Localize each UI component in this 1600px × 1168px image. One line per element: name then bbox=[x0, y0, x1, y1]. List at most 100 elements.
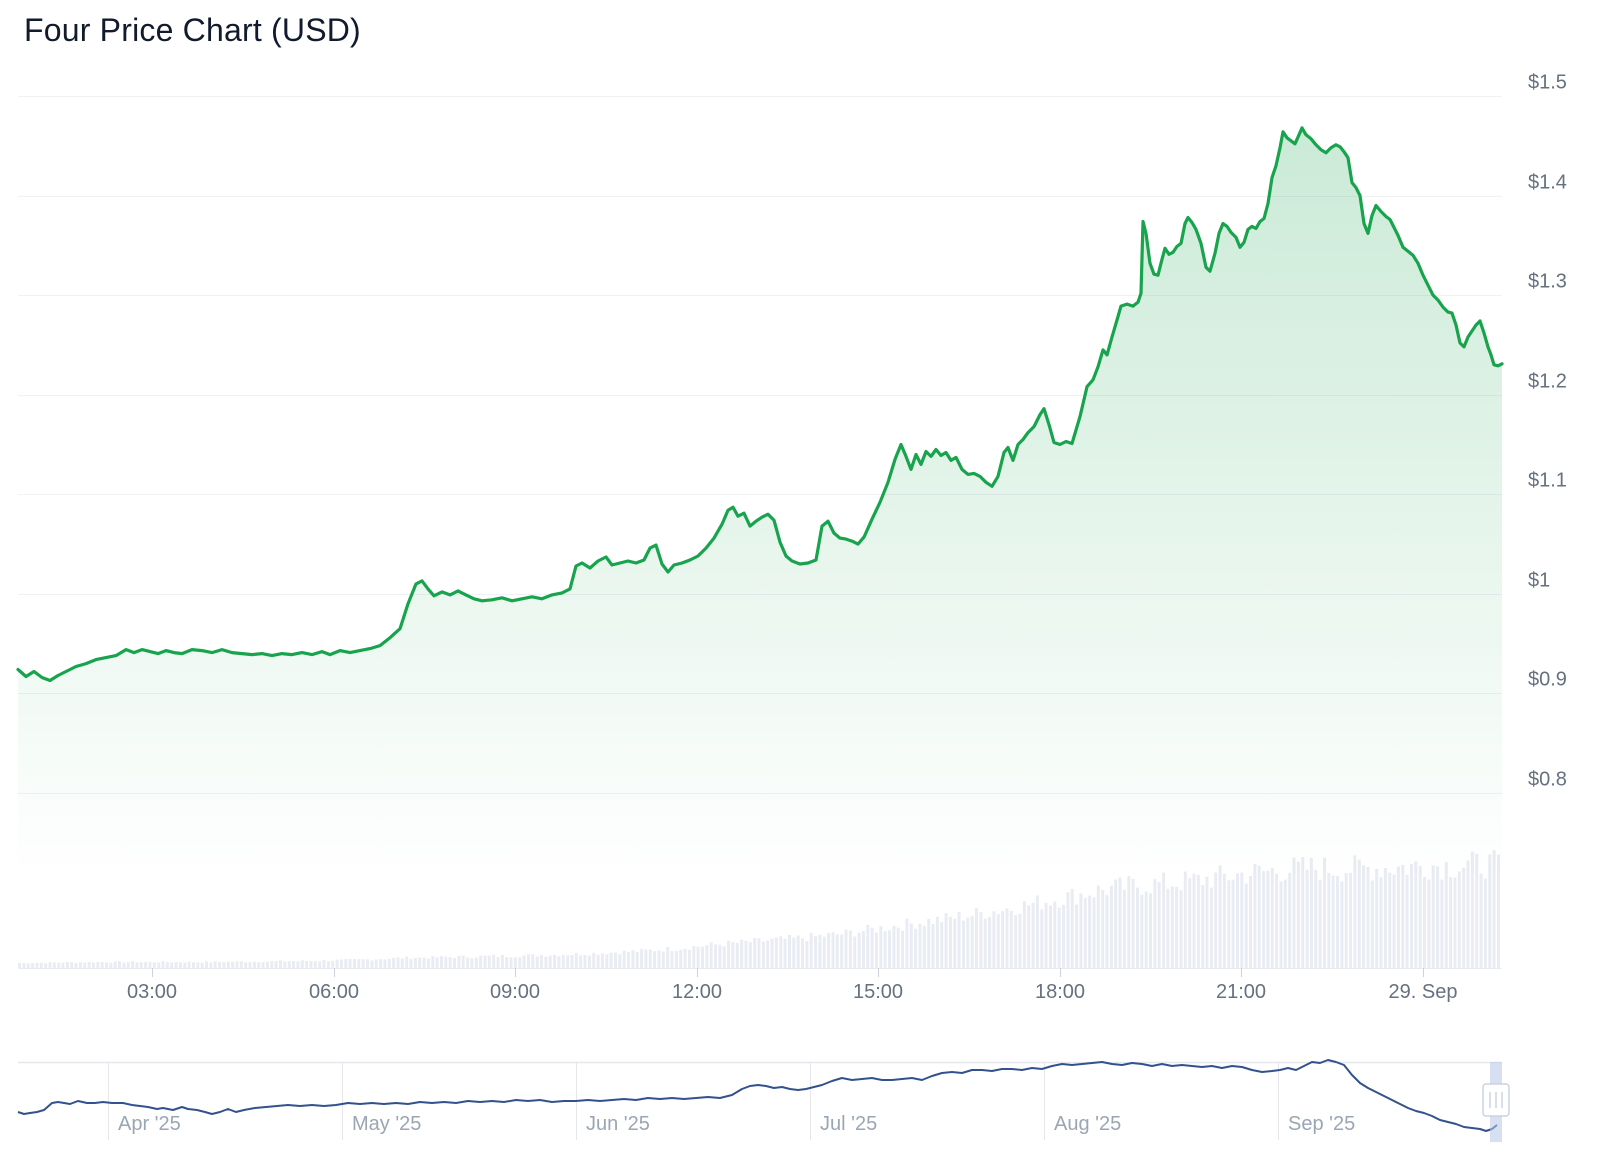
volume-bar bbox=[957, 912, 961, 968]
volume-bar bbox=[74, 963, 78, 968]
volume-bar bbox=[853, 936, 857, 968]
volume-bar bbox=[522, 955, 526, 968]
volume-bar bbox=[165, 962, 169, 968]
y-axis-label: $1.4 bbox=[1528, 172, 1567, 194]
volume-bar bbox=[479, 955, 483, 968]
volume-bar bbox=[109, 962, 113, 968]
volume-bar bbox=[896, 927, 900, 968]
volume-bar bbox=[1492, 850, 1496, 968]
volume-bar bbox=[709, 942, 713, 968]
volume-bar bbox=[962, 920, 965, 968]
volume-bar bbox=[244, 962, 248, 968]
volume-bar bbox=[357, 959, 361, 968]
volume-bar bbox=[131, 961, 135, 968]
volume-bar bbox=[766, 940, 770, 968]
volume-bar bbox=[644, 949, 648, 968]
volume-bar bbox=[566, 955, 570, 968]
volume-bar bbox=[844, 929, 848, 968]
volume-bar bbox=[396, 957, 400, 968]
y-axis-label: $1.5 bbox=[1528, 72, 1567, 94]
volume-bar bbox=[1136, 887, 1139, 968]
volume-bar bbox=[953, 918, 957, 968]
volume-bar bbox=[1157, 882, 1161, 968]
volume-bar bbox=[135, 962, 139, 968]
volume-bar bbox=[948, 916, 952, 968]
volume-bar bbox=[1323, 857, 1326, 968]
volume-bar bbox=[561, 955, 565, 968]
volume-bar bbox=[1001, 911, 1005, 968]
volume-bar bbox=[418, 957, 422, 968]
volume-bar bbox=[1466, 860, 1470, 968]
volume-bar bbox=[809, 932, 813, 968]
plot-hover-area[interactable] bbox=[18, 60, 1502, 968]
volume-bar bbox=[1457, 871, 1461, 968]
volume-bar bbox=[692, 946, 696, 968]
volume-bar bbox=[1105, 895, 1109, 968]
volume-bar bbox=[1214, 872, 1218, 968]
volume-bar bbox=[1488, 854, 1492, 968]
volume-bar bbox=[1131, 878, 1135, 968]
volume-bar bbox=[696, 946, 700, 968]
navigator-line[interactable] bbox=[17, 1059, 1498, 1132]
volume-bar bbox=[126, 962, 130, 968]
volume-bar bbox=[70, 962, 74, 968]
volume-bar bbox=[231, 961, 235, 968]
x-axis-label: 15:00 bbox=[853, 981, 903, 1003]
navigator-month-label: Jul '25 bbox=[820, 1113, 877, 1135]
volume-bar bbox=[78, 962, 82, 968]
volume-bar bbox=[161, 961, 165, 968]
volume-bar bbox=[1427, 879, 1431, 968]
volume-bar bbox=[1222, 873, 1226, 968]
volume-bar bbox=[248, 962, 252, 968]
navigator-month-label: Jun '25 bbox=[586, 1113, 650, 1135]
volume-bar bbox=[139, 962, 143, 968]
volume-bar bbox=[931, 924, 935, 968]
volume-bar bbox=[1262, 871, 1266, 968]
volume-bar bbox=[783, 938, 787, 968]
volume-bar bbox=[335, 959, 339, 968]
volume-bar bbox=[1470, 851, 1474, 968]
volume-bar bbox=[1122, 889, 1126, 968]
volume-bar bbox=[1388, 872, 1392, 968]
navigator[interactable]: Apr '25 May '25 Jun '25 Jul '25 Aug '25 Sep '… bbox=[17, 1059, 1510, 1142]
volume-bar bbox=[1249, 876, 1252, 968]
volume-bar bbox=[840, 934, 844, 968]
volume-bar bbox=[979, 912, 983, 968]
volume-bar bbox=[1479, 873, 1483, 968]
volume-bar bbox=[409, 959, 413, 968]
volume-bar bbox=[1236, 873, 1239, 968]
volume-bar bbox=[1014, 915, 1018, 968]
x-axis-label: 06:00 bbox=[309, 981, 359, 1003]
volume-bar bbox=[814, 936, 818, 968]
volume-bar bbox=[1253, 864, 1257, 968]
x-axis-label: 21:00 bbox=[1216, 981, 1266, 1003]
volume-bar bbox=[870, 927, 874, 968]
volume-bar bbox=[831, 932, 835, 968]
volume-bar bbox=[239, 961, 243, 968]
volume-bar bbox=[922, 925, 926, 968]
volume-bar bbox=[192, 962, 195, 968]
volume-bar bbox=[822, 936, 826, 968]
volume-bar bbox=[187, 961, 191, 968]
volume-bar bbox=[235, 961, 239, 968]
volume-bar bbox=[1118, 877, 1122, 968]
volume-bar bbox=[1022, 901, 1026, 968]
volume-bars bbox=[18, 850, 1500, 968]
volume-bar bbox=[1423, 877, 1426, 968]
volume-bar bbox=[218, 961, 222, 968]
volume-bar bbox=[661, 951, 665, 968]
volume-bar bbox=[605, 954, 609, 968]
volume-bar bbox=[1027, 905, 1031, 968]
volume-bar bbox=[435, 957, 439, 968]
volume-bar bbox=[788, 934, 791, 968]
navigator-month-label: Aug '25 bbox=[1054, 1113, 1121, 1135]
volume-bar bbox=[1462, 867, 1466, 968]
volume-bar bbox=[583, 955, 587, 968]
volume-bar bbox=[87, 961, 91, 968]
volume-bar bbox=[1035, 895, 1039, 968]
volume-bar bbox=[701, 946, 704, 968]
volume-bar bbox=[91, 962, 95, 968]
volume-bar bbox=[687, 949, 691, 968]
volume-bar bbox=[944, 913, 948, 968]
volume-bar bbox=[1275, 873, 1279, 968]
